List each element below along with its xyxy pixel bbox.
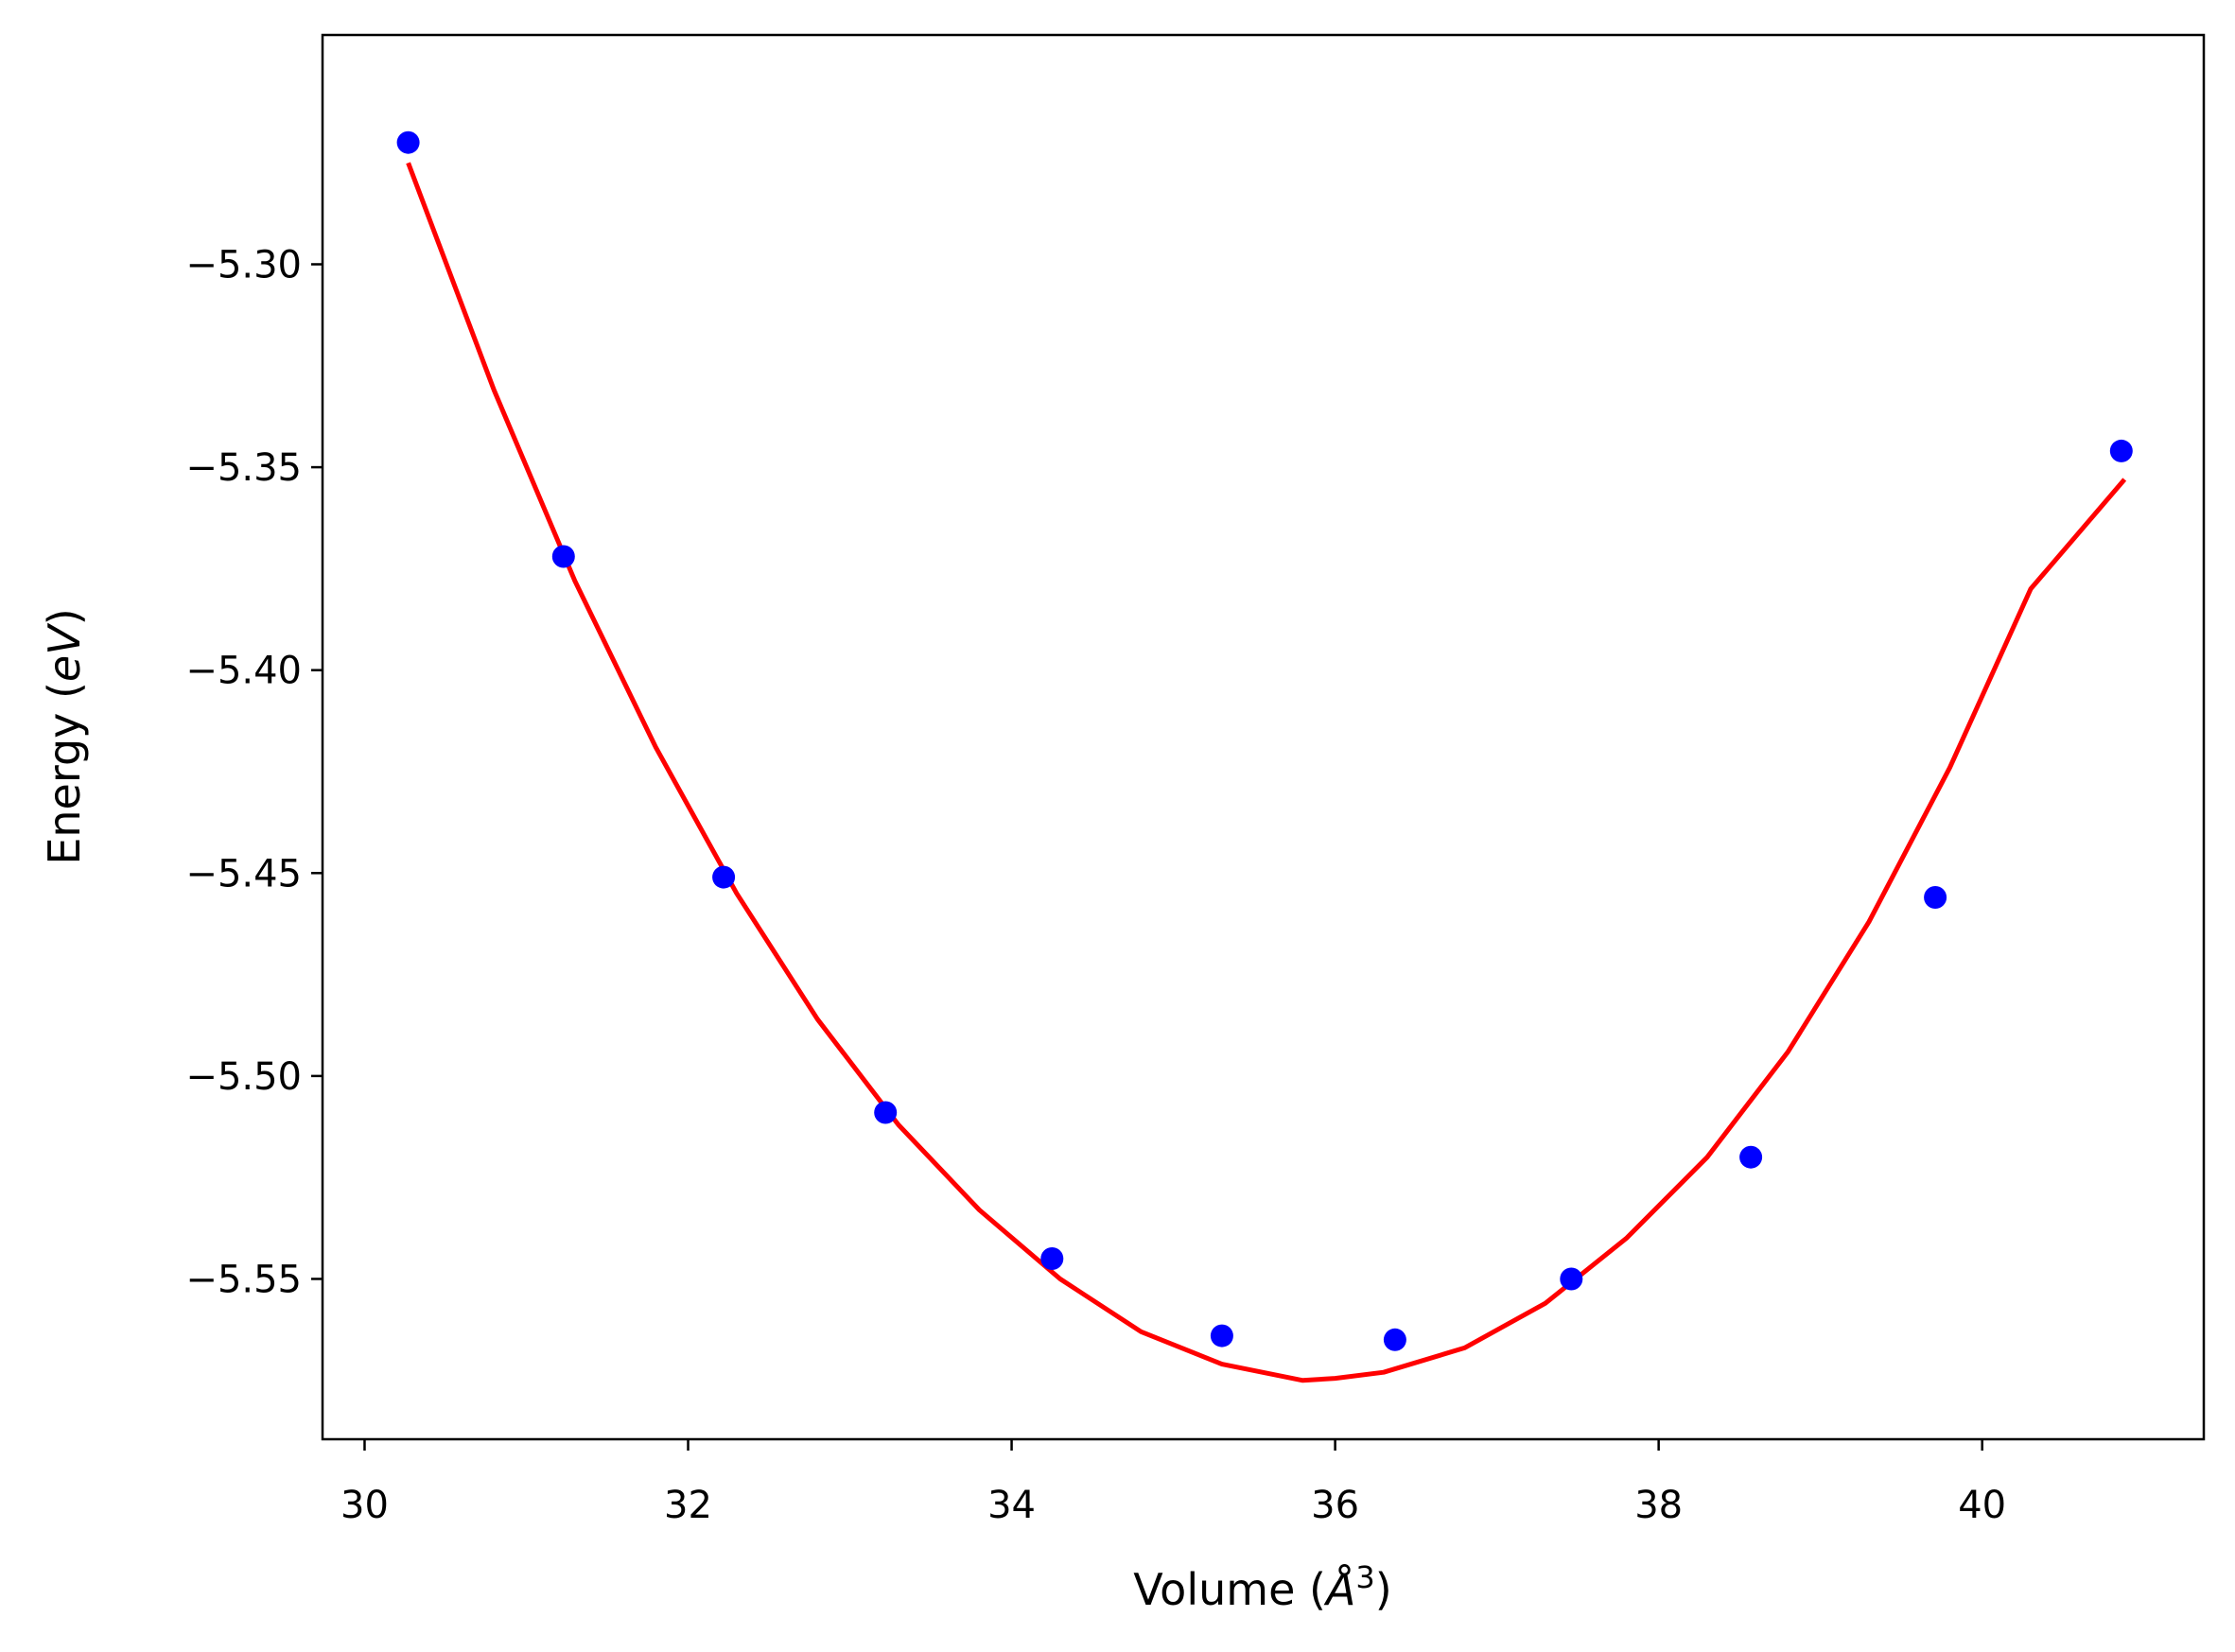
y-tick-label: −5.35 — [185, 446, 302, 490]
fit-curve — [406, 162, 2127, 1383]
y-tick-label: −5.40 — [185, 650, 302, 693]
data-point — [551, 545, 575, 568]
y-tick-label: −5.30 — [185, 243, 302, 287]
y-tick-label: −5.45 — [185, 852, 302, 896]
x-tick-label: 30 — [340, 1484, 389, 1527]
data-point — [2109, 439, 2133, 462]
data-point — [1924, 886, 1947, 909]
data-point — [396, 130, 420, 154]
x-axis-label: Volume (Å3) — [1133, 1559, 1391, 1615]
x-tick-label: 38 — [1634, 1484, 1683, 1527]
data-point — [712, 865, 736, 889]
data-point — [1210, 1324, 1233, 1348]
x-tick-label: 40 — [1958, 1484, 2006, 1527]
axis-ticks: 30 32 34 36 38 40 −5.55 −5.50 −5.45 −5.40 −5.35 −5.… — [185, 243, 2006, 1527]
x-tick-label: 32 — [664, 1484, 712, 1527]
x-tick-label: 34 — [987, 1484, 1036, 1527]
y-tick-label: −5.55 — [185, 1258, 302, 1301]
data-point — [1383, 1328, 1406, 1351]
x-tick-label: 36 — [1311, 1484, 1359, 1527]
y-tick-label: −5.50 — [185, 1055, 302, 1099]
data-point — [874, 1101, 898, 1124]
data-point — [1739, 1145, 1763, 1169]
plot-area — [396, 130, 2133, 1383]
plot-frame — [321, 33, 2206, 1441]
y-axis-label: Energy (eV) — [39, 608, 90, 864]
data-point — [1560, 1267, 1583, 1291]
data-point — [1040, 1247, 1064, 1270]
